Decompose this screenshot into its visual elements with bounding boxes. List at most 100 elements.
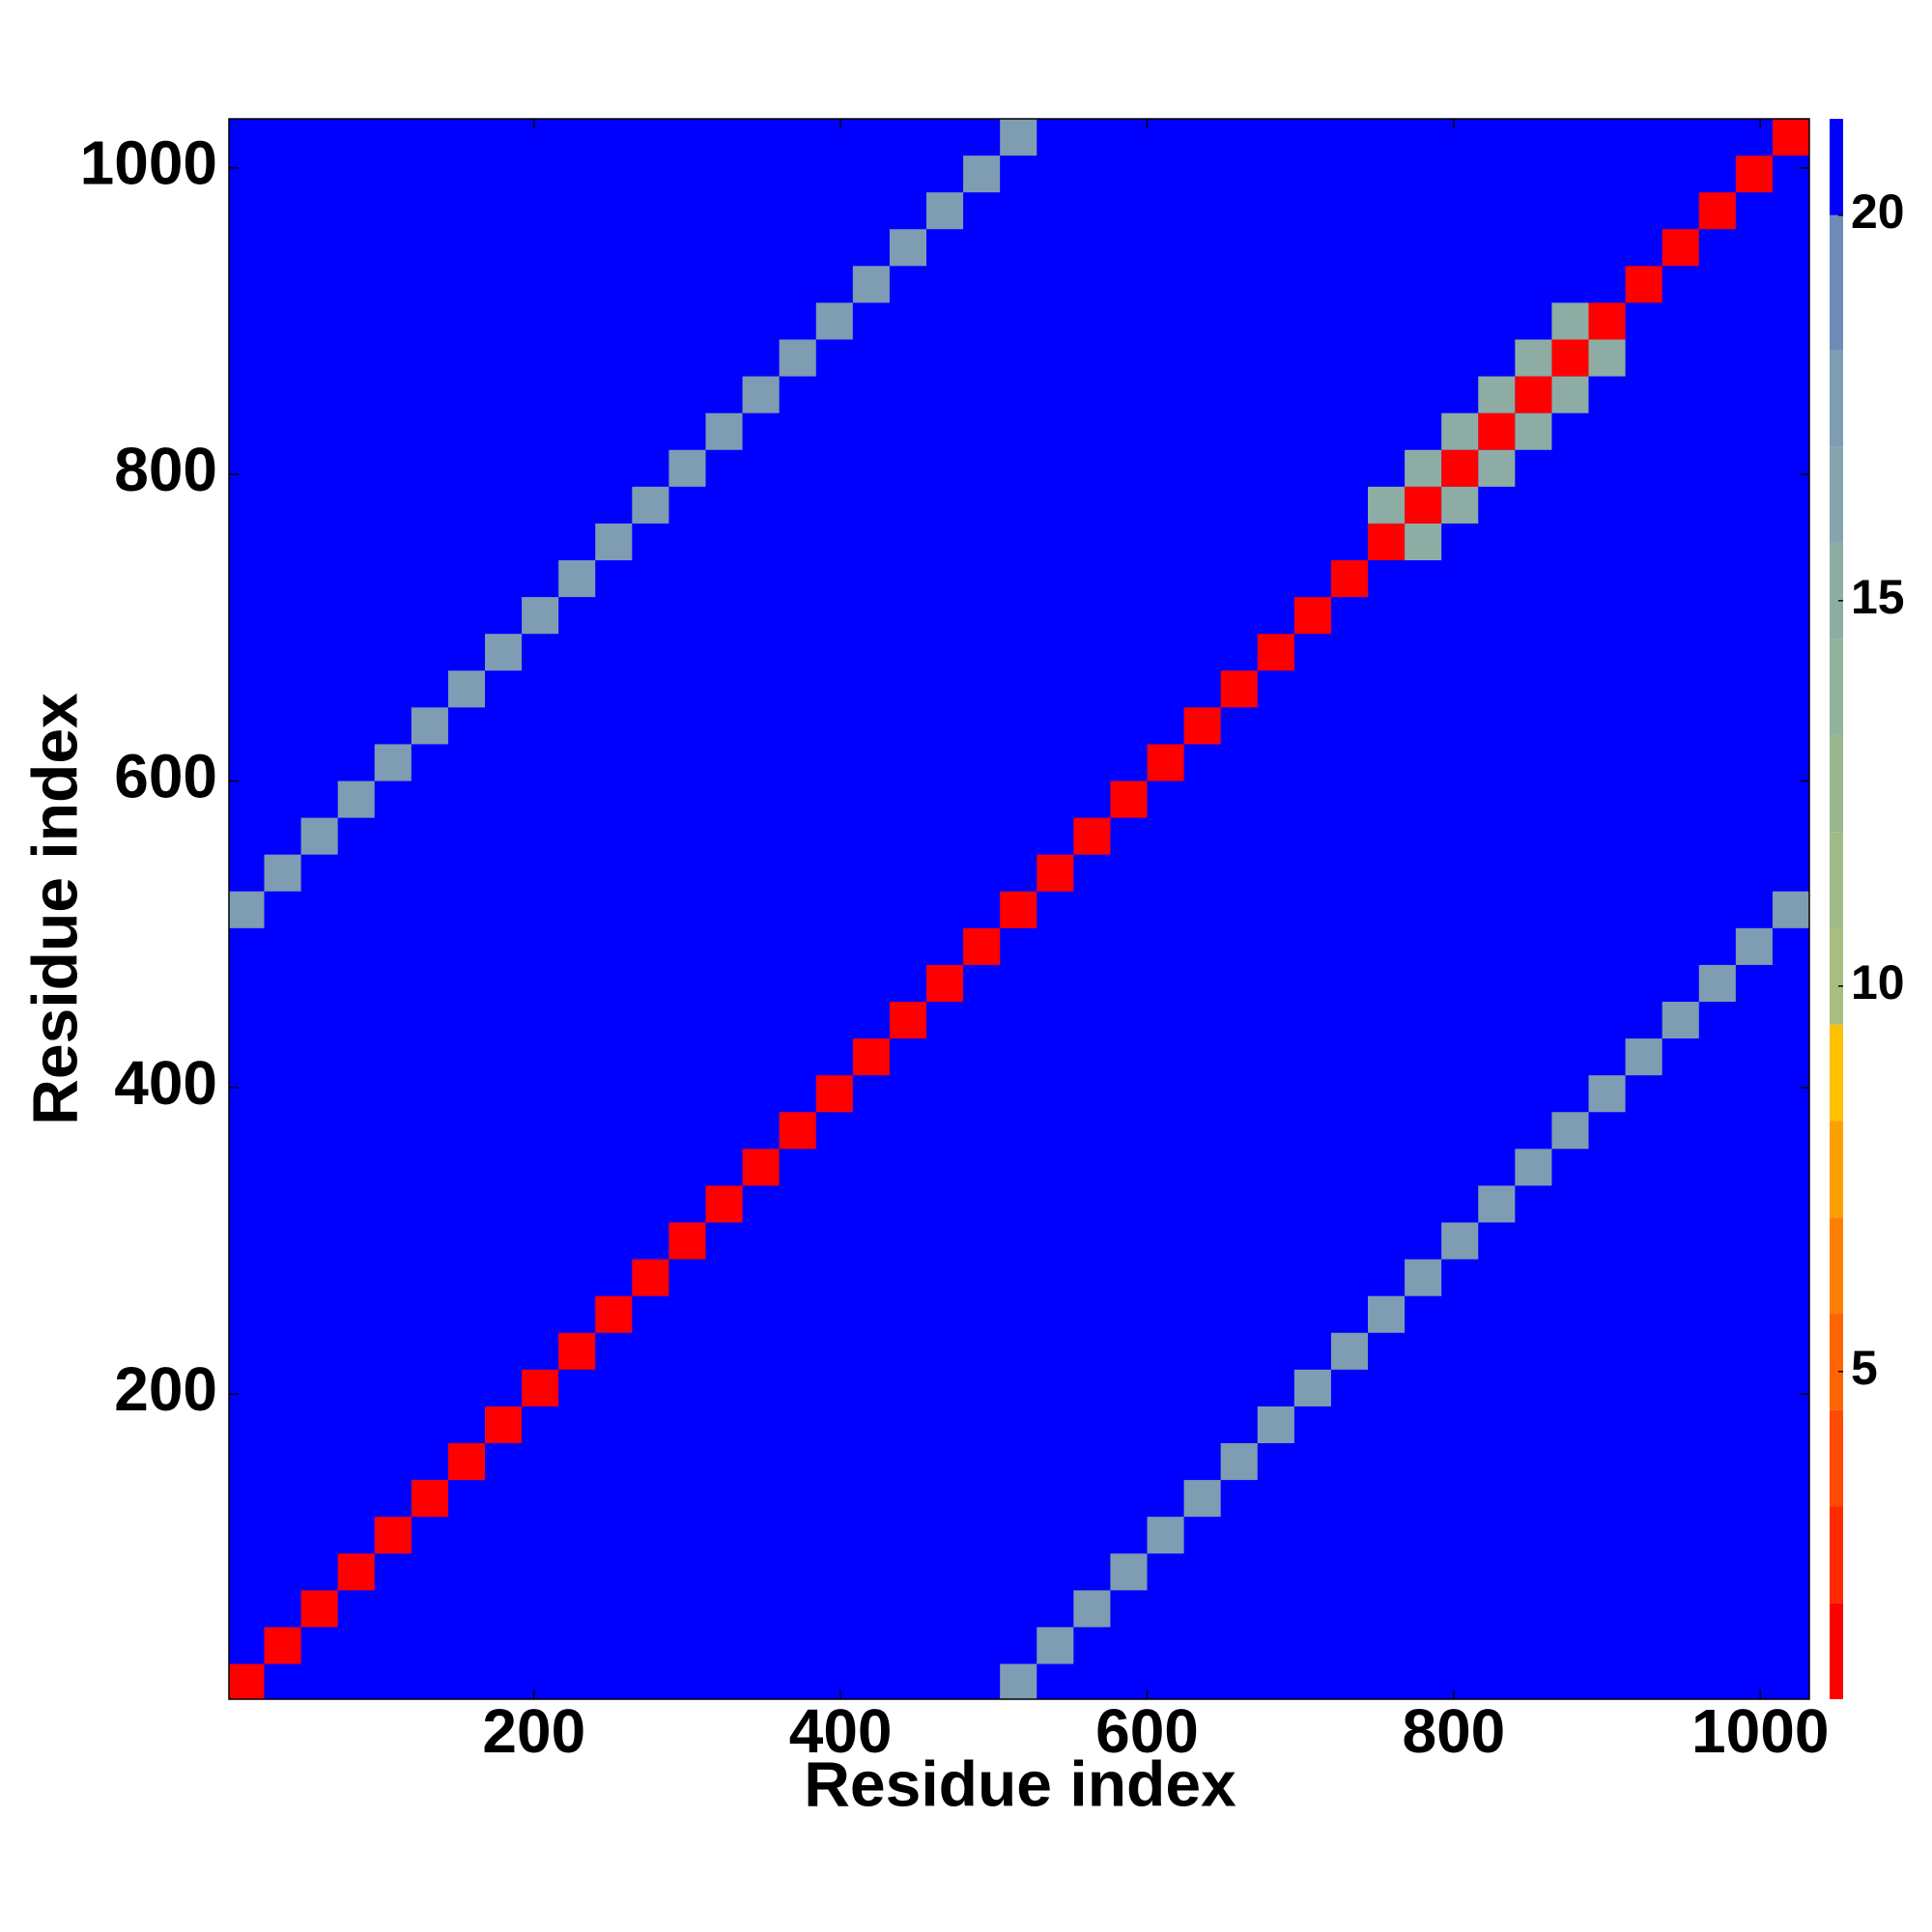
colorbar-bin [1830,119,1843,215]
x-tick-label: 400 [789,1696,893,1766]
heatmap-cell [1478,376,1516,413]
colorbar-bin [1830,927,1843,1025]
heatmap-cell [1110,781,1148,818]
heatmap-cell [1441,1222,1479,1260]
heatmap-cell [337,1553,375,1591]
heatmap-cell [300,817,338,855]
heatmap-cell [1441,486,1479,524]
heatmap-cell [447,1443,485,1481]
heatmap-cell [1293,1369,1331,1406]
heatmap-cell [484,634,523,671]
heatmap-cell [1551,376,1589,413]
heatmap-cell [374,744,412,781]
heatmap-cell [1478,412,1516,450]
heatmap-cell [815,1075,853,1113]
heatmap-cell [522,1369,559,1406]
colorbar-bin [1830,1506,1843,1604]
heatmap-cell [558,1332,596,1370]
colorbar-tick-label: 5 [1851,1341,1878,1395]
heatmap-cell [1000,1663,1037,1699]
plot-frame [228,118,1810,1700]
colorbar-bin [1830,639,1843,736]
colorbar-bin [1830,1121,1843,1218]
colorbar-bin [1830,1024,1843,1122]
heatmap-cell [705,1185,743,1223]
x-tick-label: 600 [1095,1696,1199,1766]
heatmap-cell [1183,707,1221,745]
heatmap-cell [1588,1075,1626,1113]
heatmap-cell [1405,486,1442,524]
y-tick-label: 600 [114,741,217,810]
colorbar-tick-label: 10 [1851,955,1905,1009]
heatmap-cell [264,1627,301,1664]
heatmap-cell [1405,1259,1442,1296]
colorbar-bin [1830,350,1843,447]
heatmap-cell [229,1663,265,1699]
colorbar-bin [1830,735,1843,833]
y-tick-label: 400 [114,1048,217,1118]
heatmap-cell [1405,449,1442,487]
colorbar-bin [1830,1603,1843,1699]
heatmap-cell [668,1222,706,1260]
y-axis-label: Residue index [18,693,90,1125]
heatmap-cell [337,781,375,818]
heatmap-cell [1220,670,1258,708]
heatmap-cell [447,670,485,708]
x-tick-label: 200 [482,1696,585,1766]
heatmap-cell [1698,192,1736,230]
heatmap-cell [1478,1185,1516,1223]
heatmap-cell [1293,597,1331,635]
heatmap-cell [1625,1038,1662,1076]
heatmap-cell [1551,302,1589,340]
heatmap-cell [1220,1443,1258,1481]
heatmap-cell [411,707,448,745]
heatmap-cell [1000,119,1037,156]
colorbar-bin [1830,1409,1843,1507]
heatmap-cell [889,229,926,267]
heatmap-cell [1551,1112,1589,1150]
heatmap-cell [1000,891,1037,928]
heatmap-cell [1037,854,1074,892]
heatmap-cell [1147,1517,1184,1554]
y-tick-label: 800 [114,435,217,504]
heatmap-cell [1588,302,1626,340]
heatmap-cell [1073,1590,1111,1628]
heatmap-cell [411,1480,448,1518]
heatmap-cell [374,1517,412,1554]
heatmap-cell [963,927,1001,965]
heatmap-cell [1588,339,1626,377]
y-tick-label: 1000 [80,128,217,198]
colorbar-tick-label: 20 [1851,185,1905,239]
heatmap-cell [779,339,816,377]
x-tick-label: 1000 [1691,1696,1829,1766]
heatmap-cell [1330,1332,1368,1370]
heatmap-cell [779,1112,816,1150]
heatmap-cell [632,1259,669,1296]
heatmap-cell [1515,376,1552,413]
heatmap-cell [742,1149,780,1186]
heatmap-cell [1772,891,1809,928]
heatmap-cell [1735,927,1773,965]
x-axis-label: Residue index [804,1747,1236,1819]
y-tick-label: 200 [114,1354,217,1424]
heatmap-cell [300,1590,338,1628]
heatmap-cell [1551,339,1589,377]
heatmap-cell [595,1295,633,1333]
heatmap-cell [1441,412,1479,450]
heatmap-cell [1478,449,1516,487]
heatmap-cell [1662,229,1699,267]
heatmap-cell [963,156,1001,193]
heatmap-cell [1515,412,1552,450]
heatmap [229,119,1809,1699]
heatmap-cell [1147,744,1184,781]
heatmap-cell [852,1038,890,1076]
heatmap-cell [1515,1149,1552,1186]
heatmap-cell [742,376,780,413]
heatmap-cell [229,891,265,928]
heatmap-cell [1735,156,1773,193]
heatmap-cell [1257,634,1294,671]
heatmap-cell [1110,1553,1148,1591]
heatmap-cell [558,560,596,598]
heatmap-cell [264,854,301,892]
